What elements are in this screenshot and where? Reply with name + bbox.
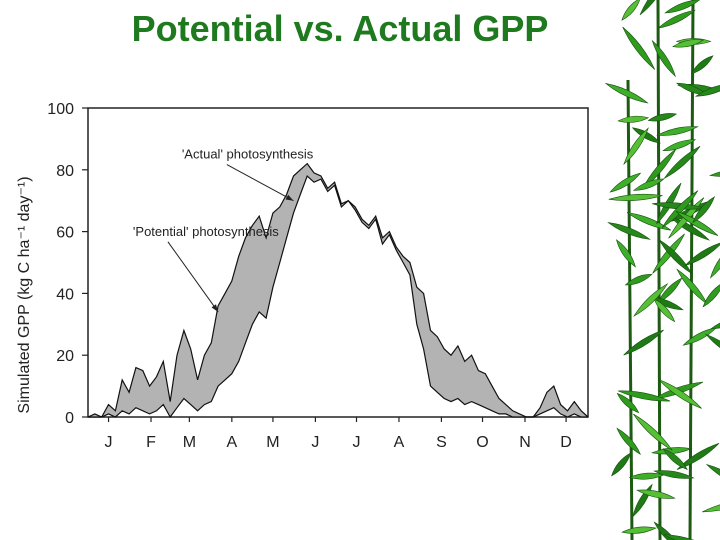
- bamboo-leaf: [662, 448, 688, 471]
- annotation-arrowhead: [211, 304, 219, 312]
- bamboo-leaf: [633, 413, 673, 451]
- bamboo-leaf: [705, 333, 720, 362]
- bamboo-leaf: [617, 115, 650, 123]
- bamboo-leaf: [653, 470, 695, 479]
- bamboo-leaf: [690, 55, 714, 75]
- bamboo-decoration: [598, 0, 720, 540]
- bamboo-leaf: [616, 392, 640, 414]
- x-tick-label: M: [266, 434, 279, 451]
- bamboo-leaf: [705, 464, 720, 488]
- bamboo-leaf: [604, 82, 649, 104]
- bamboo-leaf: [621, 526, 657, 534]
- x-tick-label: A: [226, 434, 237, 451]
- x-tick-label: D: [560, 434, 572, 451]
- annotation-arrowhead: [285, 194, 294, 201]
- bamboo-leaf: [636, 489, 676, 499]
- potential-series-line: [87, 162, 589, 418]
- bamboo-leaf: [709, 245, 720, 279]
- plot-area: 0 20 40 60 80 100 J F M A M J J A S O N D 'Actual' photosy…: [47, 101, 589, 451]
- bamboo-leaf: [651, 39, 677, 78]
- bamboo-leaf: [639, 0, 669, 16]
- gpp-chart: 0 20 40 60 80 100 J F M A M J J A S O N D 'Actual' photosy…: [16, 101, 589, 451]
- y-tick-label: 0: [65, 410, 74, 427]
- x-tick-label: F: [146, 434, 156, 451]
- y-axis-label: Simulated GPP (kg C ha⁻¹ day⁻¹): [16, 176, 33, 413]
- x-tick-label: M: [183, 434, 196, 451]
- annotation-arrow: [226, 164, 294, 202]
- y-tick-label: 100: [47, 101, 74, 118]
- bamboo-leaf: [656, 126, 699, 136]
- y-tick-label: 60: [56, 225, 74, 242]
- bamboo-leaf: [664, 145, 701, 179]
- annotation-label: 'Potential' photosynthesis: [133, 224, 279, 239]
- x-tick-label: J: [352, 434, 360, 451]
- bamboo-leaf: [623, 329, 664, 356]
- x-tick-label: S: [436, 434, 447, 451]
- x-tick-label: A: [394, 434, 405, 451]
- x-tick-label: O: [476, 434, 488, 451]
- y-tick-label: 80: [56, 163, 74, 180]
- bamboo-leaf: [633, 178, 665, 191]
- bamboo-leaf: [676, 443, 720, 470]
- bamboo-leaf: [664, 0, 701, 14]
- bamboo-leaf: [692, 196, 715, 224]
- x-tick-label: J: [311, 434, 319, 451]
- x-tick-label: J: [105, 434, 113, 451]
- x-tick-label: N: [519, 434, 531, 451]
- bamboo-leaf: [626, 212, 672, 231]
- bamboo-leaf: [684, 241, 720, 267]
- potential-actual-gap-area: [88, 163, 588, 417]
- bamboo-leaf: [624, 274, 653, 286]
- annotation-arrow: [167, 241, 219, 313]
- bamboo-leaf: [621, 0, 641, 21]
- bamboo-leaf: [657, 9, 696, 29]
- bamboo-leaves: [604, 0, 720, 540]
- bamboo-leaf: [653, 298, 676, 323]
- bamboo-leaf: [623, 127, 649, 166]
- slide-title: Potential vs. Actual GPP: [131, 8, 549, 49]
- bamboo-leaf: [675, 211, 719, 236]
- bamboo-leaf: [611, 452, 632, 477]
- bamboo-leaf: [617, 390, 671, 402]
- bamboo-leaf: [661, 190, 699, 228]
- bamboo-leaf: [662, 139, 697, 152]
- bamboo-leaf: [647, 113, 678, 122]
- bamboo-leaf: [631, 127, 661, 144]
- bamboo-leaf: [633, 283, 668, 317]
- bamboo-leaf: [609, 172, 642, 193]
- bamboo-leaf: [702, 498, 720, 513]
- bamboo-leaf: [658, 379, 702, 409]
- bamboo-leaf: [658, 239, 692, 274]
- bamboo-leaf: [616, 427, 641, 455]
- bamboo-leaf: [622, 26, 656, 70]
- bamboo-leaf: [663, 534, 712, 540]
- annotation-label: 'Actual' photosynthesis: [182, 147, 314, 162]
- bamboo-leaf: [702, 281, 720, 308]
- actual-series-line: [88, 174, 588, 419]
- bamboo-leaf: [672, 39, 704, 48]
- y-tick-label: 40: [56, 286, 74, 303]
- plot-frame: [87, 107, 589, 418]
- y-tick-label: 20: [56, 348, 74, 365]
- bamboo-leaf: [615, 239, 636, 268]
- bamboo-leaf: [695, 83, 720, 97]
- bamboo-leaf: [608, 193, 663, 201]
